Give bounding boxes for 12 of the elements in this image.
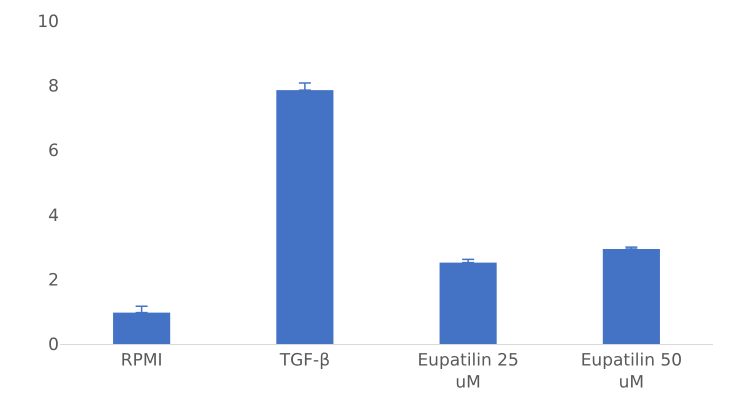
y-tick-label: 10	[37, 12, 59, 32]
x-tick-label: Eupatilin 25 uM	[417, 350, 519, 392]
x-tick-label: RPMI	[120, 350, 163, 370]
y-tick-label: 6	[48, 141, 59, 162]
y-tick-label: 2	[48, 270, 59, 290]
bar	[602, 249, 660, 344]
x-tick-label: Eupatilin 50 uM	[580, 350, 682, 392]
y-tick-label: 8	[48, 76, 59, 97]
x-tick-label: TGF-β	[278, 350, 330, 370]
y-tick-label: 0	[48, 334, 59, 355]
bar	[440, 262, 497, 344]
y-tick-label: 4	[48, 206, 59, 226]
